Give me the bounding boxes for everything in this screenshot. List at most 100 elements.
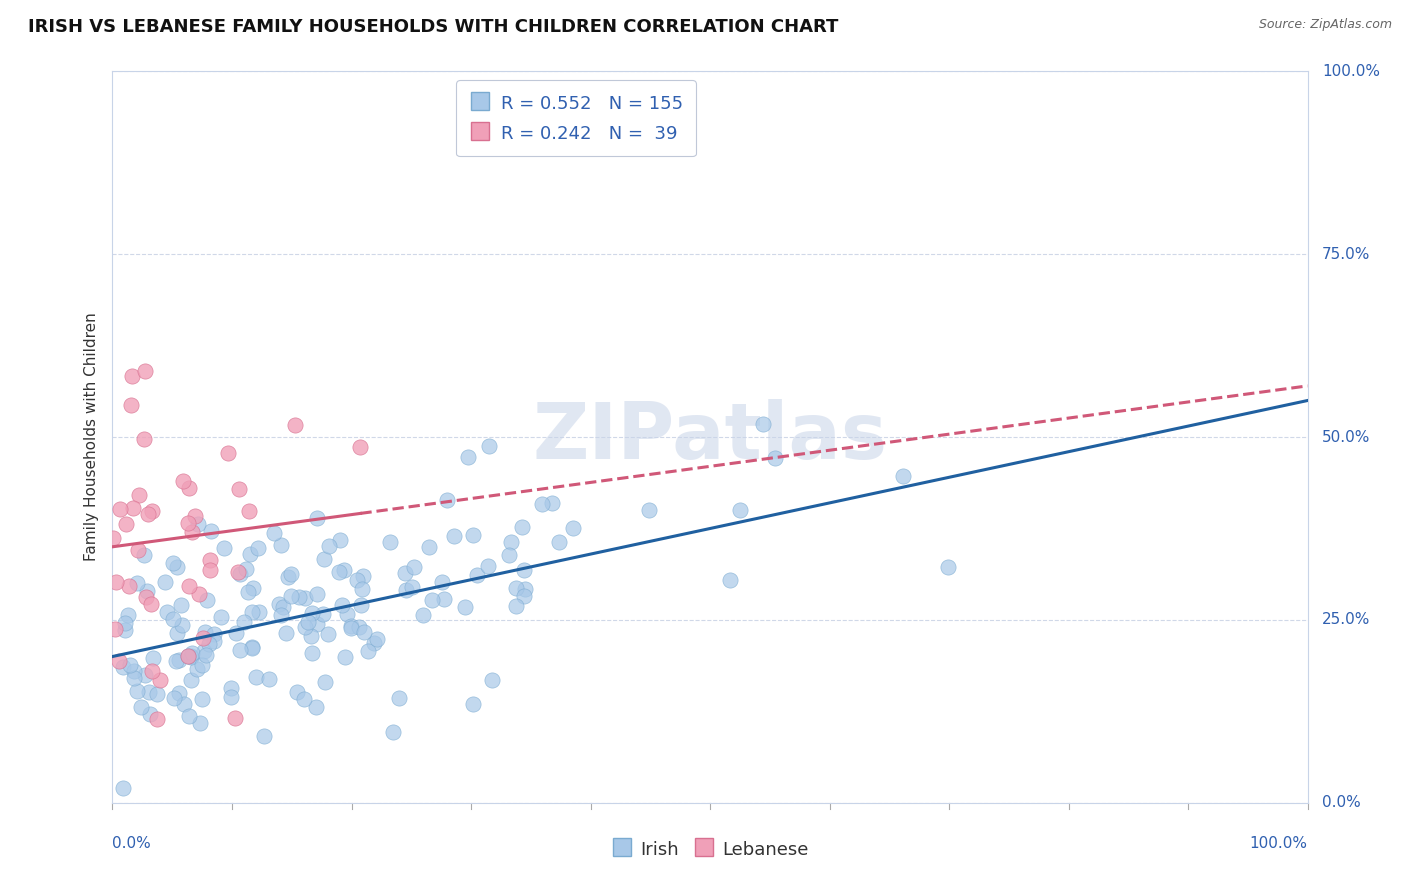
Point — [180, 525, 202, 540]
Point — [170, 599, 193, 613]
Point — [499, 535, 522, 549]
Point — [430, 575, 453, 590]
Point — [191, 657, 214, 672]
Point — [191, 692, 214, 706]
Point — [314, 675, 336, 690]
Point — [347, 620, 370, 634]
Point — [297, 615, 319, 629]
Point — [284, 417, 307, 432]
Point — [247, 541, 270, 556]
Point — [336, 607, 359, 622]
Point — [226, 566, 249, 580]
Point — [117, 607, 139, 622]
Point — [121, 369, 143, 384]
Point — [232, 615, 254, 629]
Point — [422, 593, 444, 607]
Point — [478, 439, 501, 453]
Point — [352, 569, 374, 583]
Point — [156, 605, 179, 619]
Text: 75.0%: 75.0% — [1322, 247, 1371, 261]
Point — [330, 598, 353, 612]
Point — [173, 697, 195, 711]
Point — [312, 607, 335, 622]
Point — [548, 535, 571, 549]
Point — [195, 648, 218, 663]
Point — [167, 652, 190, 666]
Point — [101, 531, 124, 545]
Point — [193, 631, 215, 645]
Point — [247, 605, 270, 619]
Point — [127, 543, 149, 558]
Point — [339, 619, 361, 633]
Point — [333, 563, 356, 577]
Point — [562, 521, 585, 535]
Point — [277, 570, 299, 584]
Point — [382, 725, 405, 739]
Point — [352, 582, 374, 596]
Point — [263, 526, 285, 541]
Point — [387, 691, 409, 706]
Point — [184, 509, 207, 524]
Point — [228, 483, 250, 497]
Point — [111, 660, 134, 674]
Point — [294, 591, 316, 606]
Point — [118, 579, 141, 593]
Point — [129, 700, 152, 714]
Point — [294, 620, 316, 634]
Point — [172, 474, 194, 488]
Point — [165, 654, 187, 668]
Text: 100.0%: 100.0% — [1322, 64, 1379, 78]
Point — [141, 504, 163, 518]
Point — [394, 566, 416, 580]
Point — [752, 417, 775, 431]
Point — [893, 468, 915, 483]
Text: 100.0%: 100.0% — [1250, 836, 1308, 851]
Point — [305, 700, 328, 714]
Point — [224, 711, 246, 725]
Point — [292, 692, 315, 706]
Point — [186, 516, 208, 531]
Point — [138, 685, 160, 699]
Point — [136, 507, 159, 521]
Point — [225, 625, 247, 640]
Point — [288, 590, 311, 604]
Point — [238, 503, 260, 517]
Point — [513, 589, 536, 603]
Text: ZIPatlas: ZIPatlas — [533, 399, 887, 475]
Point — [186, 662, 208, 676]
Point — [115, 517, 138, 532]
Point — [245, 670, 267, 684]
Point — [141, 597, 163, 611]
Point — [257, 672, 280, 686]
Point — [107, 654, 129, 668]
Point — [312, 552, 335, 566]
Point — [463, 528, 485, 542]
Point — [401, 580, 423, 594]
Point — [122, 664, 145, 678]
Point — [346, 573, 368, 587]
Point — [530, 497, 553, 511]
Point — [515, 582, 537, 597]
Point — [114, 615, 136, 630]
Point — [193, 643, 215, 657]
Point — [436, 493, 458, 508]
Point — [454, 599, 477, 614]
Point — [162, 690, 184, 705]
Point — [340, 621, 363, 635]
Point — [305, 511, 328, 525]
Point — [198, 637, 221, 651]
Point — [180, 649, 202, 664]
Point — [242, 581, 264, 595]
Point — [162, 556, 184, 570]
Text: 0.0%: 0.0% — [1322, 796, 1361, 810]
Point — [194, 625, 217, 640]
Point — [177, 516, 200, 530]
Point — [505, 581, 527, 595]
Point — [125, 684, 148, 698]
Point — [134, 432, 156, 446]
Point — [271, 600, 294, 615]
Point — [728, 503, 751, 517]
Point — [238, 585, 260, 599]
Point — [217, 446, 239, 460]
Point — [122, 501, 145, 516]
